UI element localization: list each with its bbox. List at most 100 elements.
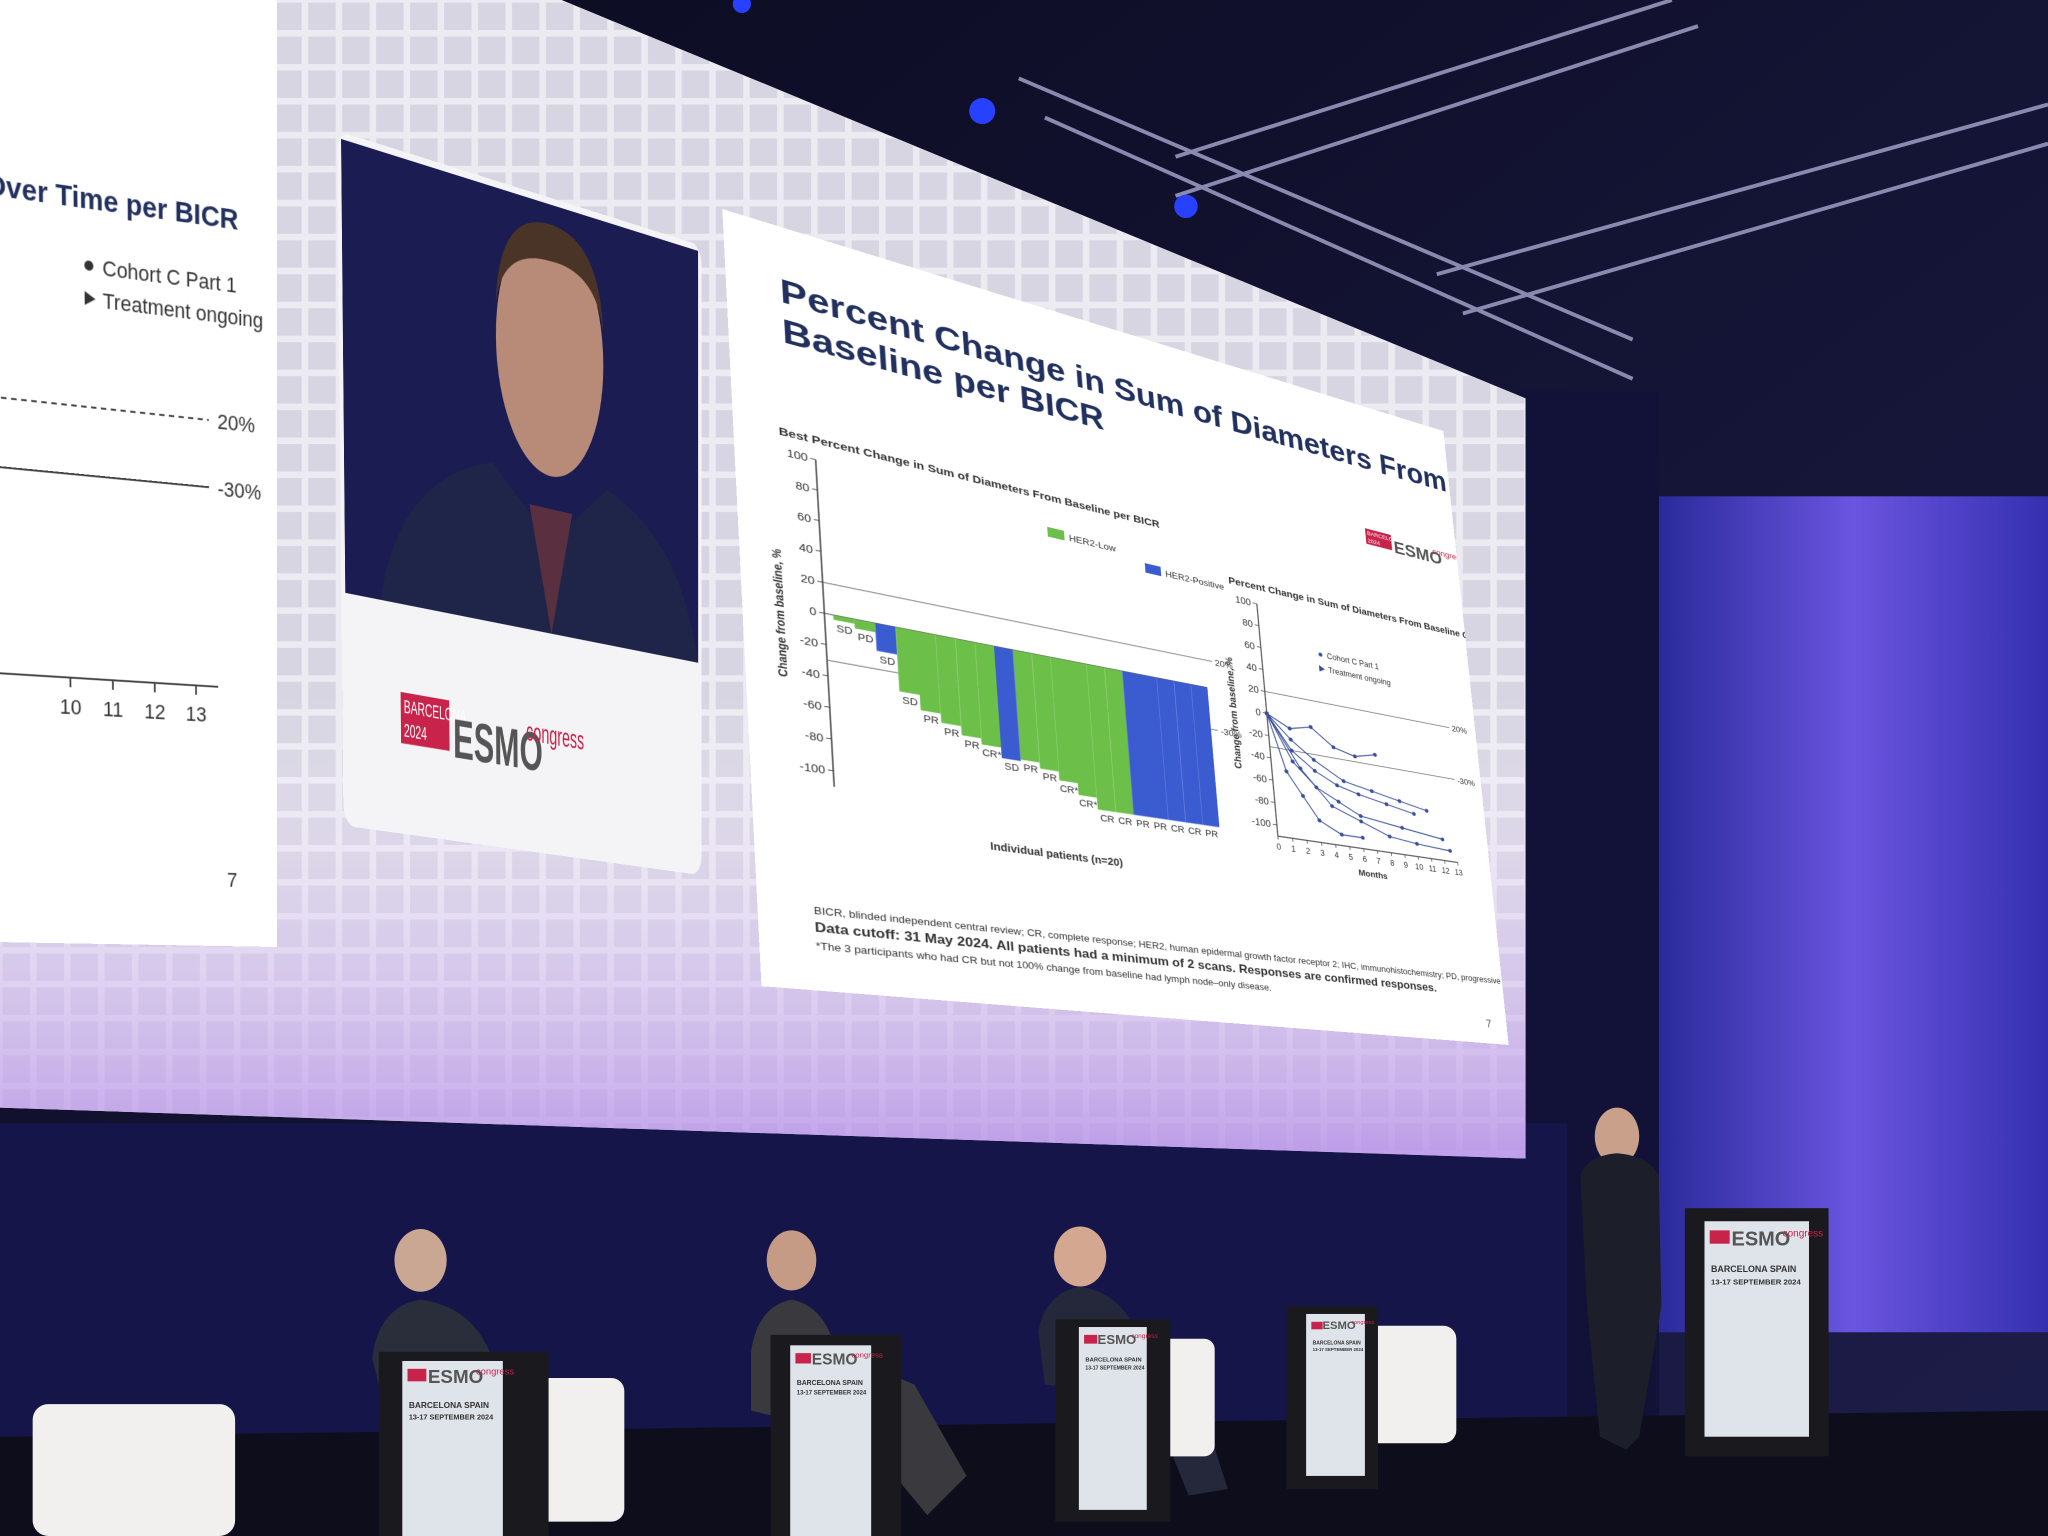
y-tick-label: 60 xyxy=(797,510,812,525)
point xyxy=(1329,803,1335,809)
lectern-logo-badge xyxy=(1084,1334,1098,1344)
lectern-logo-badge xyxy=(407,1368,427,1382)
x-tick-label: 13 xyxy=(186,703,207,727)
x-tick-label: 2 xyxy=(1306,847,1311,857)
y-tick-label: -100 xyxy=(799,760,825,776)
point xyxy=(1298,766,1303,771)
y-tick xyxy=(1271,802,1275,803)
point xyxy=(1358,813,1363,819)
point xyxy=(1387,834,1392,839)
x-tick-label: 10 xyxy=(60,695,82,719)
y-tick-label: 60 xyxy=(1244,639,1255,651)
bar xyxy=(875,623,898,655)
x-tick-label: 9 xyxy=(1403,861,1408,870)
series-line xyxy=(1267,713,1376,760)
point xyxy=(1384,801,1389,807)
y-tick xyxy=(824,706,829,707)
lectern-text: 13-17 SEPTEMBER 2024 xyxy=(1085,1366,1144,1372)
series-line xyxy=(1267,713,1363,837)
x-tick-label: 3 xyxy=(1320,849,1325,859)
point xyxy=(1287,726,1292,731)
x-tick-label: 12 xyxy=(1441,866,1450,876)
x-tick-label: 5 xyxy=(1348,853,1353,862)
bar xyxy=(915,631,941,714)
x-tick-label: 7 xyxy=(1376,857,1381,866)
lectern-logo-suffix: congress xyxy=(1783,1229,1824,1240)
lectern-logo-badge xyxy=(1709,1230,1730,1244)
y-tick-label: -40 xyxy=(1251,749,1266,762)
x-axis-label: Months xyxy=(1358,868,1388,882)
speaker-suit xyxy=(379,435,699,663)
y-tick-label: -40 xyxy=(801,665,820,680)
reference-label: -30% xyxy=(1457,776,1476,788)
y-tick xyxy=(1253,603,1257,604)
y-tick xyxy=(826,738,831,739)
bar xyxy=(833,615,855,624)
bar-label: PR xyxy=(964,738,980,751)
x-axis xyxy=(0,663,218,687)
logo-badge xyxy=(400,691,450,751)
y-tick-label: -80 xyxy=(805,729,824,744)
lectern-logo: ESMO xyxy=(1732,1229,1791,1251)
bar-label: PR xyxy=(1136,818,1150,830)
lectern-logo-suffix: congress xyxy=(1131,1333,1158,1340)
y-tick xyxy=(814,519,819,520)
page-number: 7 xyxy=(227,869,237,891)
point xyxy=(1284,769,1289,774)
x-tick-label: 10 xyxy=(1415,862,1424,872)
legend-marker xyxy=(1318,665,1326,673)
x-tick-label: 13 xyxy=(1454,868,1463,878)
point xyxy=(1372,752,1377,758)
lectern-logo: ESMO xyxy=(812,1351,858,1368)
bar-label: PR xyxy=(1153,820,1167,832)
lectern-text: 13-17 SEPTEMBER 2024 xyxy=(1313,1347,1364,1352)
point xyxy=(1440,837,1445,842)
speaker-face xyxy=(495,207,604,489)
y-tick xyxy=(821,643,826,644)
y-tick xyxy=(1259,669,1263,670)
x-tick-label: 0 xyxy=(1276,842,1281,852)
bar-label: PR xyxy=(923,713,939,726)
bar-label: SD xyxy=(879,654,895,668)
truss xyxy=(1018,0,2048,381)
bar-label: SD xyxy=(1004,761,1019,774)
point xyxy=(1288,737,1293,742)
reference-label: -30% xyxy=(218,478,262,505)
point xyxy=(1312,768,1317,774)
y-tick xyxy=(823,675,828,676)
legend-label: HER2-Positive xyxy=(1165,569,1225,592)
y-tick xyxy=(816,550,821,551)
y-tick-label: 0 xyxy=(1255,706,1261,717)
x-axis-label: Individual patients (n=20) xyxy=(990,840,1123,869)
point xyxy=(1369,788,1374,794)
y-tick-label: 80 xyxy=(795,479,810,494)
lectern-logo-badge xyxy=(795,1353,811,1364)
lectern-logo-suffix: congress xyxy=(851,1350,883,1359)
y-tick-label: 20 xyxy=(800,572,815,587)
point xyxy=(1352,754,1357,759)
legend-marker xyxy=(84,260,94,272)
x-tick-label: 6 xyxy=(1362,855,1367,864)
y-tick-label: 40 xyxy=(799,541,814,556)
reference-line xyxy=(1265,691,1450,727)
lectern-text: BARCELONA SPAIN xyxy=(1085,1358,1141,1364)
point xyxy=(1360,835,1365,841)
y-tick xyxy=(1265,735,1269,736)
point xyxy=(1400,825,1405,831)
series-line xyxy=(1267,713,1450,851)
bar-label: PR xyxy=(1042,772,1057,785)
y-tick-label: 0 xyxy=(809,605,817,618)
lectern-logo: ESMO xyxy=(1098,1332,1137,1347)
x-tick-label: 12 xyxy=(144,700,165,724)
logo-badge-text: 2024 xyxy=(1367,537,1380,547)
reference-label: 20% xyxy=(1451,724,1467,736)
point xyxy=(1339,832,1344,837)
bar-label: CR xyxy=(1100,812,1115,824)
legend-marker xyxy=(84,290,96,307)
page-number: 7 xyxy=(1486,1018,1492,1030)
y-tick xyxy=(810,458,815,459)
legend-swatch xyxy=(1047,526,1065,541)
